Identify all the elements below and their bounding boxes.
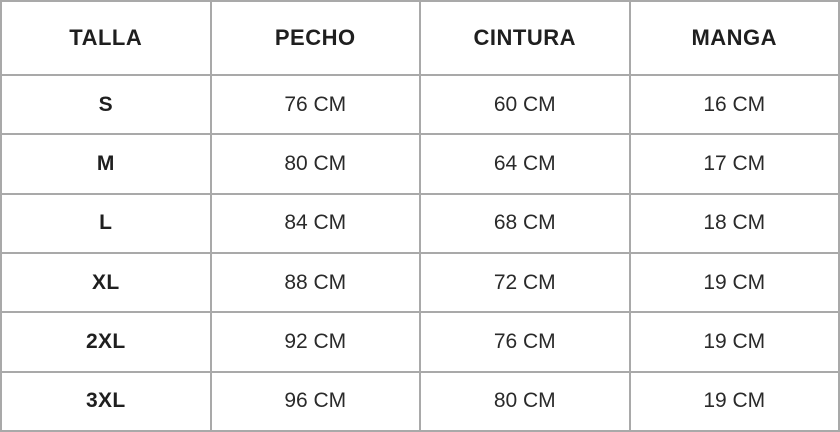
header-cell-cintura: CINTURA: [419, 0, 631, 76]
manga-value-cell: 19 CM: [628, 251, 840, 314]
table-row-3xl: 3XL 96 CM 80 CM 19 CM: [0, 370, 840, 432]
cintura-value-cell: 64 CM: [419, 133, 631, 195]
size-label-cell: 2XL: [0, 311, 212, 373]
manga-value-cell: 19 CM: [628, 311, 840, 373]
manga-value-cell: 16 CM: [628, 73, 840, 136]
size-label-cell: L: [0, 192, 212, 254]
header-cell-talla: TALLA: [0, 0, 212, 76]
header-row: TALLA PECHO CINTURA MANGA: [0, 0, 840, 76]
table-row-s: S 76 CM 60 CM 16 CM: [0, 73, 840, 136]
pecho-value-cell: 76 CM: [209, 73, 421, 136]
pecho-value-cell: 92 CM: [209, 311, 421, 373]
size-label-cell: S: [0, 73, 212, 136]
cintura-value-cell: 76 CM: [419, 311, 631, 373]
manga-value-cell: 19 CM: [628, 370, 840, 432]
size-label-cell: M: [0, 133, 212, 195]
manga-value-cell: 18 CM: [628, 192, 840, 254]
header-cell-pecho: PECHO: [209, 0, 421, 76]
table-row-2xl: 2XL 92 CM 76 CM 19 CM: [0, 311, 840, 373]
table-row-l: L 84 CM 68 CM 18 CM: [0, 192, 840, 254]
pecho-value-cell: 88 CM: [209, 251, 421, 314]
table-row-m: M 80 CM 64 CM 17 CM: [0, 133, 840, 195]
cintura-value-cell: 80 CM: [419, 370, 631, 432]
cintura-value-cell: 68 CM: [419, 192, 631, 254]
manga-value-cell: 17 CM: [628, 133, 840, 195]
size-label-cell: XL: [0, 251, 212, 314]
pecho-value-cell: 80 CM: [209, 133, 421, 195]
cintura-value-cell: 72 CM: [419, 251, 631, 314]
table-row-xl: XL 88 CM 72 CM 19 CM: [0, 251, 840, 314]
pecho-value-cell: 96 CM: [209, 370, 421, 432]
pecho-value-cell: 84 CM: [209, 192, 421, 254]
header-cell-manga: MANGA: [628, 0, 840, 76]
size-label-cell: 3XL: [0, 370, 212, 432]
cintura-value-cell: 60 CM: [419, 73, 631, 136]
